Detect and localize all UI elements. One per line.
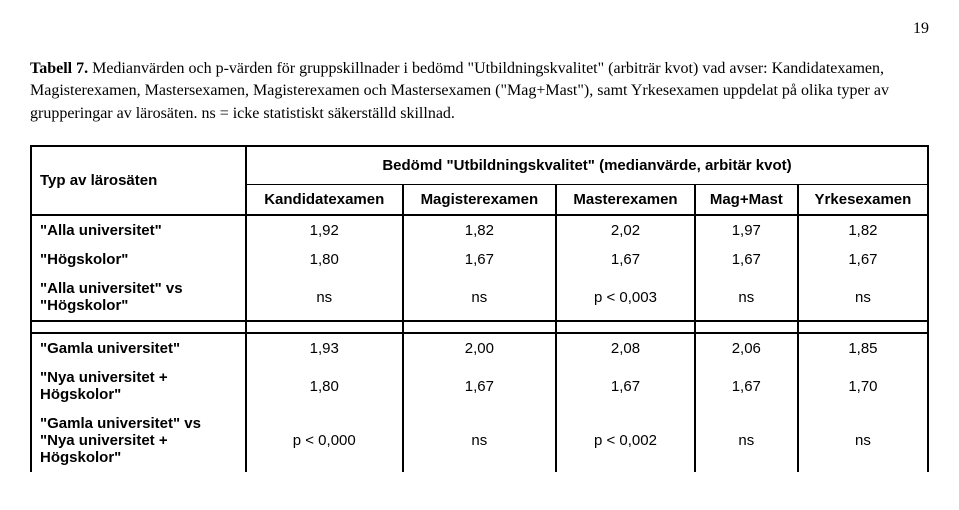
row-header-title: Typ av lärosäten (31, 146, 246, 215)
cell: 1,67 (403, 245, 557, 274)
col-header: Mag+Mast (695, 185, 798, 216)
cell: 1,82 (798, 215, 928, 245)
cell: 1,67 (798, 245, 928, 274)
cell: 2,08 (556, 333, 695, 363)
row-label: "Gamla universitet" (31, 333, 246, 363)
cell: 2,00 (403, 333, 557, 363)
data-table: Typ av lärosäten Bedömd "Utbildningskval… (30, 145, 929, 472)
cell: 1,82 (403, 215, 557, 245)
row-label: "Alla universitet" (31, 215, 246, 245)
col-header: Magisterexamen (403, 185, 557, 216)
caption-text: Medianvärden och p-värden för gruppskill… (30, 60, 889, 122)
row-label: "Nya universitet + Högskolor" (31, 363, 246, 409)
page-number: 19 (30, 20, 929, 38)
col-header: Kandidatexamen (246, 185, 403, 216)
cell: 1,92 (246, 215, 403, 245)
cell: p < 0,002 (556, 409, 695, 472)
cell: 1,67 (556, 363, 695, 409)
cell: ns (798, 274, 928, 321)
cell: 1,85 (798, 333, 928, 363)
cell: 1,97 (695, 215, 798, 245)
cell: ns (403, 274, 557, 321)
col-header: Masterexamen (556, 185, 695, 216)
cell: 1,67 (556, 245, 695, 274)
row-label: "Gamla universitet" vs "Nya universitet … (31, 409, 246, 472)
column-spanner: Bedömd "Utbildningskvalitet" (medianvärd… (246, 146, 928, 185)
cell: 1,67 (695, 363, 798, 409)
cell: ns (403, 409, 557, 472)
cell: 1,67 (695, 245, 798, 274)
cell: p < 0,000 (246, 409, 403, 472)
row-label: "Alla universitet" vs "Högskolor" (31, 274, 246, 321)
cell: 1,80 (246, 363, 403, 409)
cell: 1,93 (246, 333, 403, 363)
cell: 1,70 (798, 363, 928, 409)
cell: ns (246, 274, 403, 321)
cell: p < 0,003 (556, 274, 695, 321)
cell: 2,02 (556, 215, 695, 245)
cell: ns (695, 409, 798, 472)
cell: 2,06 (695, 333, 798, 363)
cell: 1,67 (403, 363, 557, 409)
cell: 1,80 (246, 245, 403, 274)
cell: ns (695, 274, 798, 321)
cell: ns (798, 409, 928, 472)
table-caption: Tabell 7. Medianvärden och p-värden för … (30, 58, 929, 125)
col-header: Yrkesexamen (798, 185, 928, 216)
row-label: "Högskolor" (31, 245, 246, 274)
caption-label: Tabell 7. (30, 60, 88, 77)
